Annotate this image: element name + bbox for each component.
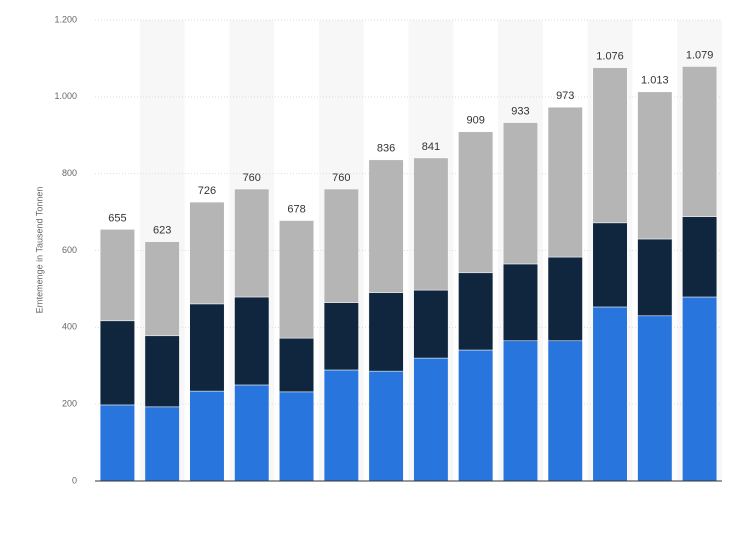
bar-segment	[368, 370, 404, 482]
bar-segment	[682, 296, 718, 482]
y-axis-label: Erntemenge in Tausend Tonnen	[34, 187, 44, 314]
total-label: 760	[332, 172, 350, 184]
total-label: 1.013	[641, 75, 669, 87]
bar-segment	[592, 67, 628, 224]
total-label: 1.076	[596, 51, 624, 63]
bar-segment	[458, 349, 494, 482]
total-label: 836	[377, 143, 395, 155]
bar-segment	[592, 306, 628, 482]
bar-segment	[144, 406, 180, 482]
bar-segment	[279, 337, 315, 393]
total-label: 933	[511, 105, 529, 117]
bar-segment	[368, 159, 404, 294]
bar-segment	[279, 220, 315, 339]
bar-segment	[144, 335, 180, 408]
bar-segment	[502, 263, 538, 342]
total-label: 623	[153, 225, 171, 237]
bar-segment	[234, 296, 270, 386]
bar-segment	[144, 241, 180, 337]
total-label: 1.079	[686, 49, 714, 61]
y-tick-label: 800	[62, 168, 77, 178]
bar-segment	[368, 292, 404, 372]
bar-segment	[413, 157, 449, 291]
total-label: 655	[108, 212, 126, 224]
bar-segment	[234, 188, 270, 298]
bar-segment	[458, 272, 494, 351]
bar-segment	[99, 404, 135, 482]
y-tick-label: 600	[62, 245, 77, 255]
bar-segment	[189, 303, 225, 392]
bar-segment	[279, 391, 315, 482]
bar-segment	[413, 357, 449, 482]
bar-segment	[189, 201, 225, 305]
bar-segment	[323, 369, 359, 482]
total-label: 841	[422, 141, 440, 153]
total-label: 760	[243, 172, 261, 184]
bar-segment	[637, 315, 673, 482]
bar-segment	[637, 91, 673, 240]
y-tick-label: 200	[62, 399, 77, 409]
bar-segment	[99, 320, 135, 406]
y-tick-label: 400	[62, 322, 77, 332]
bar-segment	[502, 122, 538, 265]
bar-segment	[189, 390, 225, 482]
bar-segment	[234, 384, 270, 482]
total-label: 678	[287, 203, 305, 215]
bar-segment	[547, 256, 583, 342]
bar-segment	[682, 216, 718, 298]
y-tick-label: 0	[72, 475, 77, 485]
bar-segment	[547, 106, 583, 258]
bar-segment	[323, 302, 359, 371]
y-tick-label: 1.200	[54, 14, 77, 24]
total-label: 909	[466, 115, 484, 127]
bar-segment	[323, 188, 359, 303]
bar-segment	[682, 66, 718, 217]
total-label: 726	[198, 185, 216, 197]
bar-segment	[413, 289, 449, 359]
bar-segment	[592, 222, 628, 308]
bar-segment	[547, 340, 583, 482]
bar-segment	[99, 229, 135, 322]
y-tick-label: 1.000	[54, 91, 77, 101]
bar-segment	[637, 238, 673, 317]
bar-segment	[502, 340, 538, 482]
bar-segment	[458, 131, 494, 274]
total-label: 973	[556, 90, 574, 102]
